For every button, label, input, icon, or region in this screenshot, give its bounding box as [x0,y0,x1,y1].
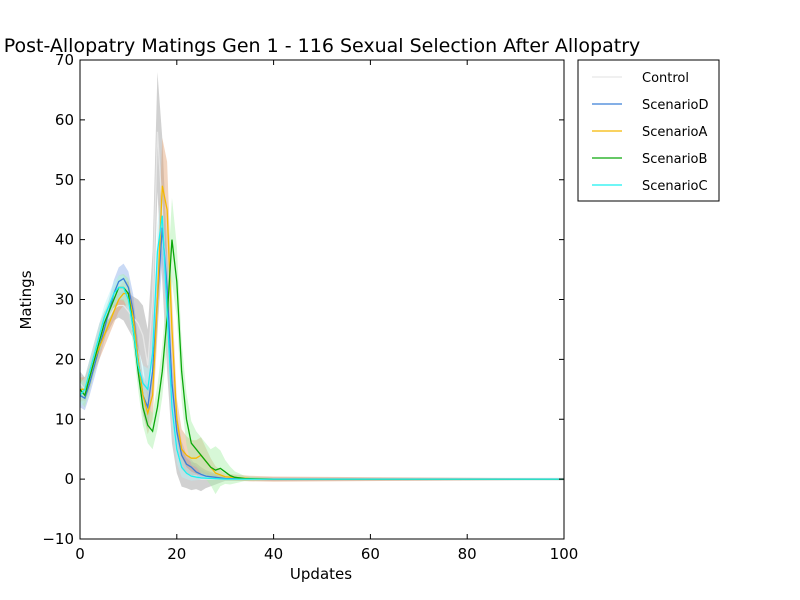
y-tick-label: −10 [42,530,74,548]
x-axis-label: Updates [290,565,352,583]
legend: Control ScenarioD ScenarioA ScenarioB Scenar… [577,59,720,202]
legend-label-scenarioa: ScenarioA [642,125,708,140]
y-tick-label: 50 [55,171,74,189]
legend-label-scenariod: ScenarioD [642,98,709,113]
plot-area [79,59,565,540]
line-scenariod [80,227,564,480]
y-tick-label: 0 [64,470,74,488]
y-tick-label: 40 [55,231,74,249]
legend-label-scenariob: ScenarioB [642,152,707,167]
x-tick-label: 0 [75,545,85,563]
x-tick-label: 40 [264,545,283,563]
x-tick-label: 100 [550,545,579,563]
x-axis: 0 20 40 60 80 100 [75,60,578,563]
chart-title: Post-Allopatry Matings Gen 1 - 116 Sexua… [4,35,641,57]
y-axis: −10 0 10 20 30 40 50 60 70 [42,51,564,548]
x-tick-label: 80 [458,545,477,563]
y-tick-label: 70 [55,51,74,69]
x-tick-label: 60 [361,545,380,563]
x-tick-label: 20 [167,545,186,563]
line-scenariob [80,239,564,480]
y-tick-label: 20 [55,350,74,368]
y-axis-label: Matings [17,270,35,329]
legend-items: Control ScenarioD ScenarioA ScenarioB Scenar… [592,71,709,194]
y-tick-label: 10 [55,410,74,428]
legend-label-control: Control [642,71,689,86]
y-tick-label: 60 [55,111,74,129]
series-lines [80,131,564,480]
legend-label-scenarioc: ScenarioC [642,179,708,194]
line-scenarioc [80,215,564,480]
y-tick-label: 30 [55,291,74,309]
